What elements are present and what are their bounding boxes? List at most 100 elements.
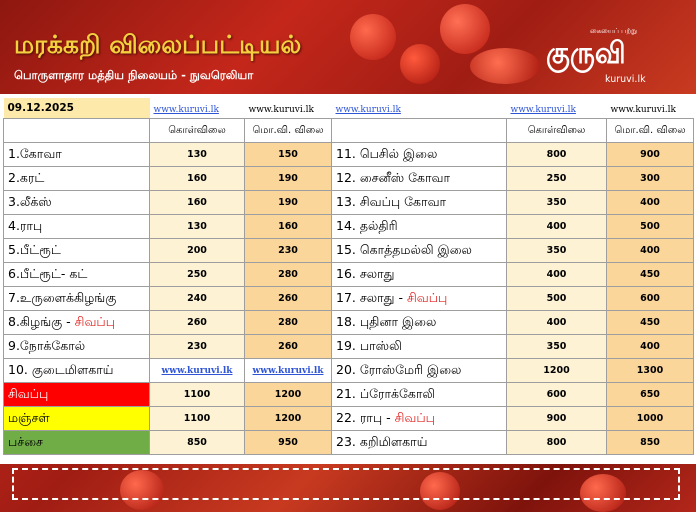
dashed-border-decor xyxy=(12,468,680,500)
tomato-decor xyxy=(440,4,490,54)
item-name: 11. பெசில் இலை xyxy=(331,142,507,167)
item-name-text: பச்சை xyxy=(8,434,43,449)
item-name: 3.லீக்ஸ் xyxy=(3,190,150,215)
retail-price: 150 xyxy=(244,142,332,167)
wholesale-price: 850 xyxy=(149,430,245,455)
price-sheet: 09.12.2025 www.kuruvi.lk www.kuruvi.lk w… xyxy=(0,94,696,464)
item-name: 12. சைனீஸ் கோவா xyxy=(331,166,507,191)
retail-price: 1200 xyxy=(244,382,332,407)
retail-price: 850 xyxy=(606,430,694,455)
item-name: 17. சலாது - சிவப்பு xyxy=(331,286,507,311)
price-table-body: 09.12.2025 www.kuruvi.lk www.kuruvi.lk w… xyxy=(3,98,694,455)
item-name-text: சிவப்பு xyxy=(8,386,49,401)
tomato-decor xyxy=(580,474,626,512)
wholesale-price: 400 xyxy=(506,262,607,287)
retail-price: 900 xyxy=(606,142,694,167)
item-name: 7.உருளைக்கிழங்கு xyxy=(3,286,150,311)
table-row: 6.பீட்ரூட்- கட் 250 280 16. சலாது 400 450 xyxy=(3,262,694,287)
item-name-text: 7.உருளைக்கிழங்கு xyxy=(8,290,117,305)
table-row: 3.லீக்ஸ் 160 190 13. சிவப்பு கோவா 350 400 xyxy=(3,190,694,215)
item-name-text: 14. தல்திரி xyxy=(336,218,398,233)
item-name-highlight: சிவப்பு xyxy=(394,410,435,425)
table-row: 4.ராபு 130 160 14. தல்திரி 400 500 xyxy=(3,214,694,239)
logo-url: kuruvi.lk xyxy=(605,74,646,85)
retail-price: 450 xyxy=(606,262,694,287)
item-name: 9.நோக்கோல் xyxy=(3,334,150,359)
item-name-text: 19. பாஸ்லி xyxy=(336,338,402,353)
retail-price: 190 xyxy=(244,166,332,191)
retail-price: 190 xyxy=(244,190,332,215)
col-wholesale-header: கொள்விலை xyxy=(149,118,245,143)
wholesale-price: 400 xyxy=(506,214,607,239)
item-name: மஞ்சள் xyxy=(3,406,150,431)
item-name-text: 5.பீட்ரூட் xyxy=(8,242,61,257)
retail-price: 600 xyxy=(606,286,694,311)
wholesale-price: 130 xyxy=(149,214,245,239)
wholesale-price: 600 xyxy=(506,382,607,407)
item-name: 6.பீட்ரூட்- கட் xyxy=(3,262,150,287)
wholesale-price: 200 xyxy=(149,238,245,263)
wholesale-price: 230 xyxy=(149,334,245,359)
retail-price: 280 xyxy=(244,262,332,287)
wholesale-price: 800 xyxy=(506,430,607,455)
wholesale-price: 1100 xyxy=(149,382,245,407)
item-name: 14. தல்திரி xyxy=(331,214,507,239)
item-name-text: 17. சலாது - xyxy=(336,290,407,305)
wholesale-price: 130 xyxy=(149,142,245,167)
wholesale-price: 350 xyxy=(506,238,607,263)
item-name: 13. சிவப்பு கோவா xyxy=(331,190,507,215)
table-row: 1.கோவா 130 150 11. பெசில் இலை 800 900 xyxy=(3,142,694,167)
tomato-decor xyxy=(420,472,460,510)
retail-price: 500 xyxy=(606,214,694,239)
item-name-text: 9.நோக்கோல் xyxy=(8,338,86,353)
retail-price: 160 xyxy=(244,214,332,239)
item-name-text: 12. சைனீஸ் கோவா xyxy=(336,170,451,185)
item-name-text: 11. பெசில் இலை xyxy=(336,146,438,161)
retail-price: 1200 xyxy=(244,406,332,431)
site-link[interactable]: www.kuruvi.lk xyxy=(244,358,332,383)
tomato-decor xyxy=(400,44,440,84)
retail-price: 230 xyxy=(244,238,332,263)
page-title: மரக்கறி விலைப்பட்டியல் xyxy=(14,30,302,59)
col-retail-header: மொ.வி. விலை xyxy=(244,118,332,143)
item-name-text: மஞ்சள் xyxy=(8,410,50,425)
info-row: 09.12.2025 www.kuruvi.lk www.kuruvi.lk w… xyxy=(3,98,694,119)
item-name: 4.ராபு xyxy=(3,214,150,239)
wholesale-price: 250 xyxy=(506,166,607,191)
item-name-text: 10. குடைமிளகாய் xyxy=(8,362,114,377)
wholesale-price: 800 xyxy=(506,142,607,167)
column-header-row: கொள்விலை மொ.வி. விலை கொள்விலை மொ.வி. வில… xyxy=(3,118,694,143)
item-name: 15. கொத்தமல்லி இலை xyxy=(331,238,507,263)
wholesale-price: 1200 xyxy=(506,358,607,383)
item-name: 5.பீட்ரூட் xyxy=(3,238,150,263)
site-link-text[interactable]: www.kuruvi.lk xyxy=(252,366,324,376)
site-link[interactable]: www.kuruvi.lk xyxy=(149,98,245,119)
header-blank xyxy=(3,118,150,143)
item-name: சிவப்பு xyxy=(3,382,150,407)
retail-price: 280 xyxy=(244,310,332,335)
table-row: 2.கரட் 160 190 12. சைனீஸ் கோவா 250 300 xyxy=(3,166,694,191)
wholesale-price: 160 xyxy=(149,166,245,191)
wholesale-price: 240 xyxy=(149,286,245,311)
retail-price: 650 xyxy=(606,382,694,407)
site-link[interactable]: www.kuruvi.lk xyxy=(506,98,607,119)
retail-price: 950 xyxy=(244,430,332,455)
retail-price: 1300 xyxy=(606,358,694,383)
wholesale-price: 1100 xyxy=(149,406,245,431)
retail-price: 400 xyxy=(606,190,694,215)
item-name: 16. சலாது xyxy=(331,262,507,287)
table-row: 10. குடைமிளகாய் www.kuruvi.lk www.kuruvi.l… xyxy=(3,358,694,383)
site-link[interactable]: www.kuruvi.lk xyxy=(149,358,245,383)
table-row: சிவப்பு 1100 1200 21. ப்ரோக்கோலி 600 650 xyxy=(3,382,694,407)
wholesale-price: 350 xyxy=(506,334,607,359)
item-name: 21. ப்ரோக்கோலி xyxy=(331,382,507,407)
retail-price: 260 xyxy=(244,334,332,359)
date-label: 09.12.2025 xyxy=(3,98,150,119)
item-name-text: 15. கொத்தமல்லி இலை xyxy=(336,242,472,257)
item-name-text: 23. கறிமிளகாய் xyxy=(336,434,428,449)
pepper-decor xyxy=(470,48,540,84)
site-link[interactable]: www.kuruvi.lk xyxy=(331,98,507,119)
site-text: www.kuruvi.lk xyxy=(244,98,332,119)
site-link-text[interactable]: www.kuruvi.lk xyxy=(161,366,233,376)
col-retail-header: மொ.வி. விலை xyxy=(606,118,694,143)
